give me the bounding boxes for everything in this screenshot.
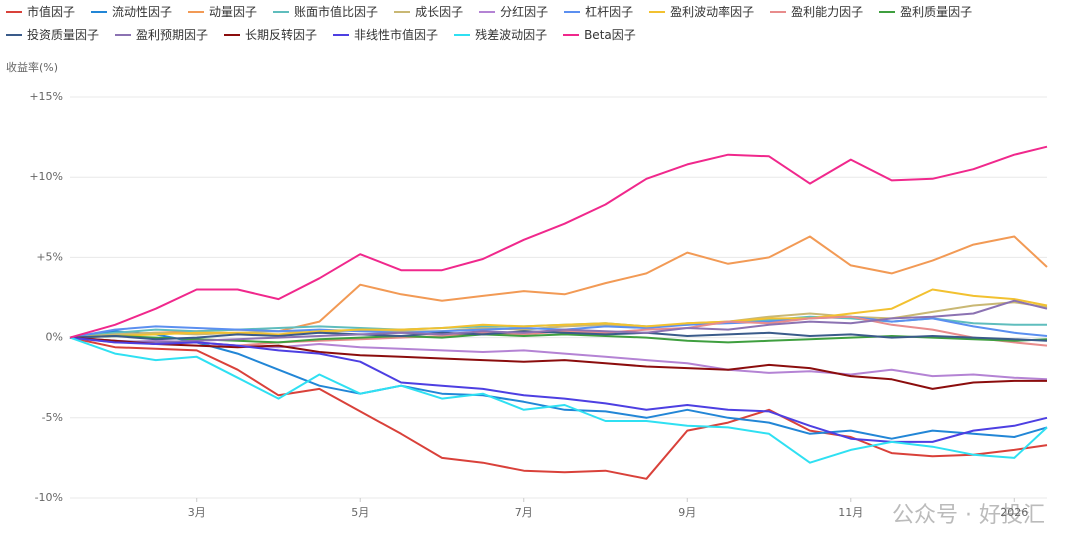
legend-label: 成长因子 <box>415 5 464 19</box>
legend-label: 分红因子 <box>500 5 549 19</box>
legend-item[interactable]: 成长因子 <box>394 0 463 23</box>
legend-label: 盈利波动率因子 <box>670 5 755 19</box>
legend-label: 杠杆因子 <box>585 5 634 19</box>
y-tick-label: +15% <box>29 90 63 103</box>
series-line <box>69 330 1048 342</box>
series-line <box>69 330 1048 440</box>
legend-label: 投资质量因子 <box>27 28 100 42</box>
y-tick-label: -5% <box>42 411 63 424</box>
legend-item[interactable]: 杠杆因子 <box>564 0 633 23</box>
legend-swatch <box>6 33 22 36</box>
legend-label: 市值因子 <box>27 5 76 19</box>
legend-swatch <box>564 10 581 13</box>
series-line <box>69 288 1048 339</box>
legend-swatch <box>115 33 132 36</box>
legend-swatch <box>273 10 290 13</box>
x-tick-label: 5月 <box>351 506 369 519</box>
series-line <box>69 235 1048 339</box>
watermark: 公众号 · 好投汇 <box>892 503 1045 528</box>
legend-label: 盈利能力因子 <box>791 5 864 19</box>
legend-item[interactable]: 盈利预期因子 <box>115 23 208 46</box>
legend-swatch <box>6 10 22 13</box>
legend-label: 账面市值比因子 <box>294 5 379 19</box>
legend-swatch <box>91 10 108 13</box>
legend-item[interactable]: 动量因子 <box>188 0 257 23</box>
y-tick-label: +5% <box>36 250 63 263</box>
legend-item[interactable]: 盈利能力因子 <box>770 0 863 23</box>
legend-item[interactable]: 非线性市值因子 <box>333 23 438 46</box>
legend-item[interactable]: Beta因子 <box>563 23 636 46</box>
series-line <box>69 336 1047 390</box>
x-tick-label: 2026 <box>1000 506 1028 519</box>
legend-label: 残差波动因子 <box>475 28 548 42</box>
legend-swatch <box>224 33 241 36</box>
legend-item[interactable]: 账面市值比因子 <box>273 0 378 23</box>
legend-swatch <box>479 10 496 13</box>
legend-item[interactable]: 流动性因子 <box>91 0 172 23</box>
series-line <box>69 336 1048 464</box>
legend-swatch <box>649 10 666 13</box>
y-tick-label: +10% <box>29 170 63 183</box>
legend-swatch <box>454 33 471 36</box>
legend-item[interactable]: 盈利质量因子 <box>879 0 972 23</box>
legend-swatch <box>333 33 350 36</box>
y-tick-label: 0% <box>46 331 63 344</box>
x-tick-label: 7月 <box>515 506 533 519</box>
legend-label: Beta因子 <box>584 28 636 42</box>
legend-item[interactable]: 残差波动因子 <box>454 23 547 46</box>
legend-item[interactable]: 分红因子 <box>479 0 548 23</box>
x-tick-label: 9月 <box>678 506 696 519</box>
legend-label: 流动性因子 <box>112 5 173 19</box>
legend-item[interactable]: 长期反转因子 <box>224 23 317 46</box>
legend-item[interactable]: 市值因子 <box>6 0 75 23</box>
legend-swatch <box>563 33 580 36</box>
legend-swatch <box>188 10 205 13</box>
legend-swatch <box>879 10 896 13</box>
legend-label: 长期反转因子 <box>245 28 318 42</box>
legend-item[interactable]: 投资质量因子 <box>6 23 99 46</box>
legend-label: 非线性市值因子 <box>354 28 439 42</box>
x-tick-label: 11月 <box>838 506 863 519</box>
series-line <box>69 299 1048 344</box>
x-tick-label: 3月 <box>188 506 206 519</box>
legend-swatch <box>394 10 411 13</box>
legend-label: 盈利质量因子 <box>900 5 973 19</box>
series-line <box>69 333 1048 344</box>
legend-swatch <box>770 10 787 13</box>
y-axis-label: 收益率(%) <box>6 60 58 74</box>
series-line <box>69 145 1048 339</box>
legend-item[interactable]: 盈利波动率因子 <box>649 0 754 23</box>
legend-label: 动量因子 <box>209 5 258 19</box>
y-tick-label: -10% <box>35 491 63 504</box>
series-line <box>69 336 1048 480</box>
legend-label: 盈利预期因子 <box>136 28 209 42</box>
legend: 市值因子 流动性因子 动量因子 账面市值比因子 成长因子 分红因子 杠杆因子 盈利波动率因子盈… <box>6 0 1066 46</box>
